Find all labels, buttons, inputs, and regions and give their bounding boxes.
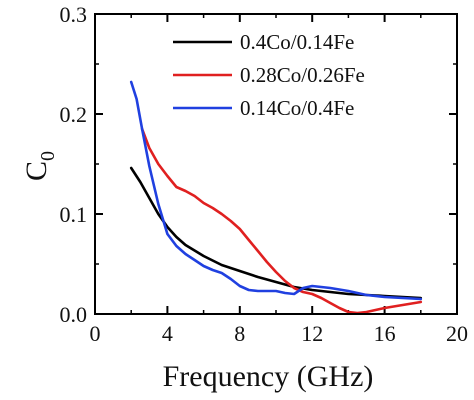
x-tick-label: 8 [234,321,245,346]
x-axis-title: Frequency (GHz) [163,360,374,393]
plot-lines [129,80,423,315]
legend-label-3: 0.14Co/0.4Fe [240,96,354,120]
series-line-2 [140,127,423,315]
series-line-3 [129,80,423,301]
legend-label-2: 0.28Co/0.26Fe [240,63,365,87]
y-axis-title: C0 [20,151,59,181]
x-tick-label: 16 [374,321,396,346]
series-line-1 [129,166,423,300]
legend: 0.4Co/0.14Fe 0.28Co/0.26Fe 0.14Co/0.4Fe [173,30,365,120]
y-tick-label: 0.1 [60,202,88,227]
tick-labels: 0 4 8 12 16 20 0.0 0.1 0.2 0.3 [60,2,469,346]
plot-frame [94,13,458,315]
legend-label-1: 0.4Co/0.14Fe [240,30,354,54]
x-tick-label: 0 [90,321,101,346]
x-tick-label: 20 [446,321,468,346]
svg-text:C0: C0 [20,151,59,181]
y-tick-label: 0.3 [60,2,88,27]
x-tick-label: 4 [162,321,173,346]
y-tick-label: 0.2 [60,102,88,127]
x-tick-label: 12 [301,321,323,346]
y-axis-title-main: C [20,161,53,181]
y-axis-title-subscript: 0 [37,151,59,161]
y-tick-label: 0.0 [60,302,88,327]
